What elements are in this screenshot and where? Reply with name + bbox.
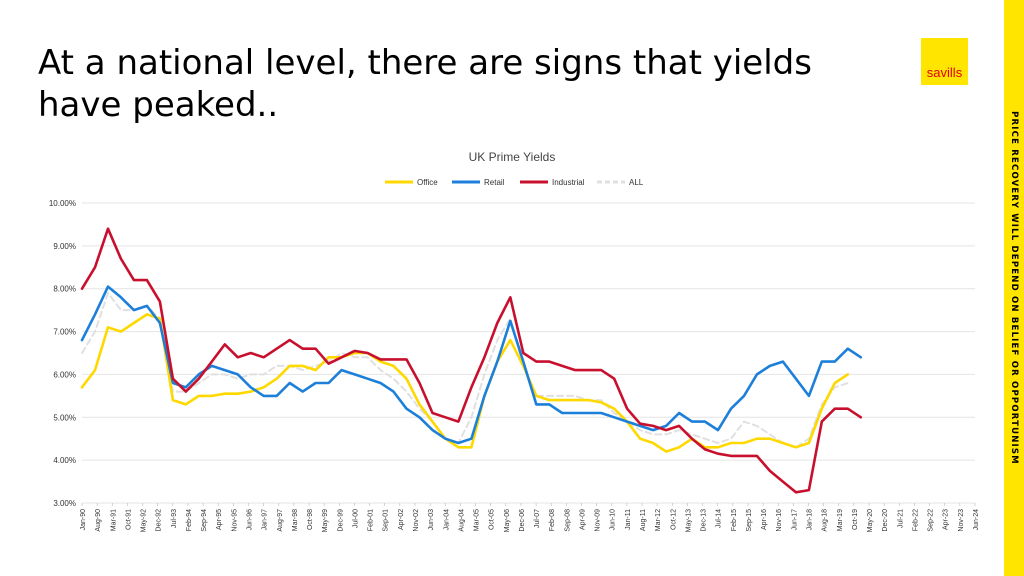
series-all-line xyxy=(81,292,849,449)
x-tick-label: May-13 xyxy=(685,509,692,532)
x-tick-label: Jul-14 xyxy=(716,509,723,528)
x-tick-label: Nov-95 xyxy=(231,509,238,532)
y-tick-label: 8.00% xyxy=(53,285,76,294)
x-tick-label: Nov-16 xyxy=(776,509,783,532)
x-tick-label: Jul-07 xyxy=(534,509,541,528)
x-axis: Jan-90 Aug-90 Mar-91 Oct-91 May-92 Dec-92 Jul-… xyxy=(80,503,980,532)
x-tick-label: Dec-20 xyxy=(882,509,889,532)
x-tick-label: Jun-24 xyxy=(973,509,980,531)
x-tick-label: Mar-98 xyxy=(292,509,299,531)
x-tick-label: Jun-10 xyxy=(610,509,617,531)
savills-logo: savills xyxy=(921,38,968,85)
x-tick-label: Apr-16 xyxy=(761,509,768,530)
chart-legend: Office Retail Industrial ALL xyxy=(385,178,644,187)
side-bar xyxy=(1004,0,1024,576)
slide-title: At a national level, there are signs tha… xyxy=(38,43,812,125)
x-tick-label: Mar-91 xyxy=(110,509,117,531)
x-tick-label: May-20 xyxy=(867,509,874,532)
chart-grid xyxy=(82,202,975,504)
x-tick-label: Feb-15 xyxy=(731,509,738,531)
x-tick-label: Jul-21 xyxy=(897,509,904,528)
x-tick-label: Apr-23 xyxy=(943,509,950,530)
x-tick-label: Jul-93 xyxy=(171,509,178,528)
y-tick-label: 6.00% xyxy=(53,370,76,379)
x-tick-label: Jul-00 xyxy=(352,509,359,528)
logo-text: savills xyxy=(926,65,963,80)
chart-series xyxy=(80,227,863,494)
x-tick-label: Apr-09 xyxy=(579,509,586,530)
x-tick-label: Dec-92 xyxy=(156,509,163,532)
x-tick-label: Sep-15 xyxy=(746,509,753,532)
x-tick-label: Sep-01 xyxy=(383,509,390,532)
x-tick-label: Oct-19 xyxy=(852,509,859,530)
y-tick-label: 7.00% xyxy=(53,328,76,337)
x-tick-label: Aug-18 xyxy=(822,509,829,532)
x-tick-label: Sep-22 xyxy=(928,509,935,532)
legend-label-office: Office xyxy=(417,178,438,187)
x-tick-label: Jan-97 xyxy=(262,509,269,531)
x-tick-label: May-92 xyxy=(141,509,148,532)
x-tick-label: May-06 xyxy=(504,509,511,532)
x-tick-label: Oct-98 xyxy=(307,509,314,530)
x-tick-label: Jan-90 xyxy=(80,509,87,531)
x-tick-label: Dec-13 xyxy=(701,509,708,532)
series-retail-line xyxy=(80,285,863,445)
x-tick-label: Nov-23 xyxy=(958,509,965,532)
sidebar-caption: PRICE RECOVERY WILL DEPEND ON BELIEF OR … xyxy=(1009,111,1019,465)
x-tick-label: Jun-96 xyxy=(246,509,253,531)
x-tick-label: Feb-01 xyxy=(368,509,375,531)
x-tick-label: Feb-08 xyxy=(549,509,556,531)
y-tick-label: 10.00% xyxy=(49,199,76,208)
series-industrial-line xyxy=(80,227,863,494)
x-tick-label: Aug-04 xyxy=(458,509,465,532)
x-tick-label: Mar-05 xyxy=(474,509,481,531)
x-tick-label: Aug-90 xyxy=(95,509,102,532)
x-tick-label: Dec-99 xyxy=(337,509,344,532)
x-tick-label: Jan-11 xyxy=(625,509,632,530)
x-tick-label: Jun-03 xyxy=(428,509,435,531)
x-tick-label: Feb-22 xyxy=(912,509,919,531)
y-tick-label: 3.00% xyxy=(53,499,76,508)
x-tick-label: Jan-18 xyxy=(807,509,814,531)
y-tick-label: 4.00% xyxy=(53,456,76,465)
x-tick-label: Sep-94 xyxy=(201,509,208,532)
x-tick-label: Apr-02 xyxy=(398,509,405,530)
x-tick-label: Mar-19 xyxy=(837,509,844,531)
x-tick-label: Oct-05 xyxy=(489,509,496,530)
chart-title: UK Prime Yields xyxy=(469,150,556,164)
x-tick-label: Jun-17 xyxy=(791,509,798,531)
x-tick-label: Mar-12 xyxy=(655,509,662,531)
y-tick-label: 5.00% xyxy=(53,413,76,422)
x-tick-label: Oct-12 xyxy=(670,509,677,530)
x-tick-label: May-99 xyxy=(322,509,329,532)
legend-label-all: ALL xyxy=(629,178,644,187)
x-tick-label: Oct-91 xyxy=(125,509,132,530)
x-tick-label: Feb-94 xyxy=(186,509,193,531)
x-tick-label: Jan-04 xyxy=(443,509,450,531)
x-tick-label: Aug-97 xyxy=(277,509,284,532)
y-axis: 3.00% 4.00% 5.00% 6.00% 7.00% 8.00% 9.00% 10.00… xyxy=(49,199,76,508)
y-tick-label: 9.00% xyxy=(53,242,76,251)
legend-label-industrial: Industrial xyxy=(552,178,585,187)
series-office-line xyxy=(80,313,850,453)
x-tick-label: Sep-08 xyxy=(564,509,571,532)
x-tick-label: Aug-11 xyxy=(640,509,647,531)
x-tick-label: Dec-06 xyxy=(519,509,526,532)
x-tick-label: Nov-09 xyxy=(595,509,602,532)
yield-chart: UK Prime Yields Office Retail Industrial AL… xyxy=(49,150,980,532)
legend-label-retail: Retail xyxy=(484,178,505,187)
x-tick-label: Nov-02 xyxy=(413,509,420,532)
x-tick-label: Apr-95 xyxy=(216,509,223,530)
